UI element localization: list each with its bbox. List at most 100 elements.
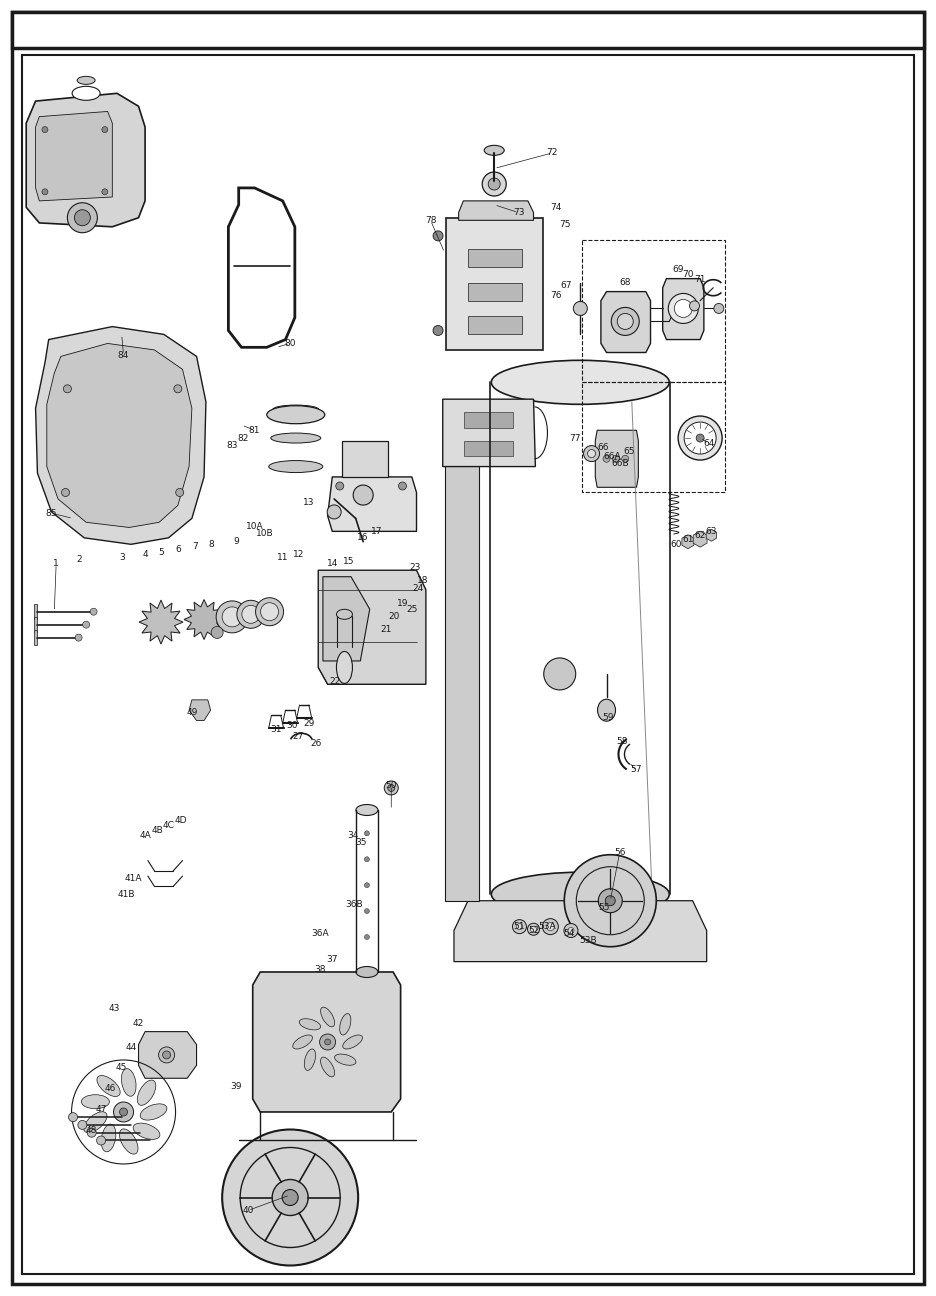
Polygon shape xyxy=(34,604,37,619)
Circle shape xyxy=(102,189,108,194)
Polygon shape xyxy=(454,901,707,962)
Text: 81: 81 xyxy=(249,426,260,434)
Text: 14: 14 xyxy=(327,560,338,568)
Circle shape xyxy=(364,883,370,888)
Polygon shape xyxy=(36,111,112,201)
Polygon shape xyxy=(342,441,388,477)
Polygon shape xyxy=(682,535,694,548)
Text: 41B: 41B xyxy=(118,890,135,898)
Circle shape xyxy=(336,482,344,490)
Circle shape xyxy=(542,919,559,934)
Circle shape xyxy=(272,1179,308,1216)
Ellipse shape xyxy=(72,87,100,100)
Text: 66B: 66B xyxy=(612,460,629,468)
Polygon shape xyxy=(328,477,417,531)
Circle shape xyxy=(489,178,500,191)
Circle shape xyxy=(64,385,71,393)
Circle shape xyxy=(617,314,634,329)
Circle shape xyxy=(237,600,265,629)
Text: 76: 76 xyxy=(550,292,562,299)
Circle shape xyxy=(78,1121,87,1129)
Ellipse shape xyxy=(133,1124,160,1139)
Circle shape xyxy=(433,325,443,336)
Circle shape xyxy=(328,505,341,518)
Text: 40: 40 xyxy=(242,1207,254,1214)
Text: 53B: 53B xyxy=(579,937,596,945)
Circle shape xyxy=(241,605,260,623)
Ellipse shape xyxy=(101,1124,116,1152)
Text: 26: 26 xyxy=(311,740,322,748)
Text: 2: 2 xyxy=(77,556,82,564)
Text: 61: 61 xyxy=(682,535,694,543)
Circle shape xyxy=(385,781,398,794)
Text: 60: 60 xyxy=(670,540,681,548)
Circle shape xyxy=(222,607,242,627)
Circle shape xyxy=(364,831,370,836)
Polygon shape xyxy=(139,600,183,644)
Text: 4D: 4D xyxy=(174,816,187,824)
Ellipse shape xyxy=(491,360,669,404)
Text: 25: 25 xyxy=(406,605,417,613)
Polygon shape xyxy=(139,1032,197,1078)
Text: 35: 35 xyxy=(356,839,367,846)
Circle shape xyxy=(588,450,595,457)
Text: 72: 72 xyxy=(547,149,558,157)
Circle shape xyxy=(612,455,620,463)
Circle shape xyxy=(482,172,506,196)
Circle shape xyxy=(67,202,97,233)
Text: 36A: 36A xyxy=(312,929,329,937)
Text: 12: 12 xyxy=(293,551,304,559)
Polygon shape xyxy=(595,430,638,487)
Text: 44: 44 xyxy=(125,1043,137,1051)
Circle shape xyxy=(256,597,284,626)
Text: 56: 56 xyxy=(614,849,625,857)
Polygon shape xyxy=(253,972,401,1112)
Text: 66: 66 xyxy=(597,443,608,451)
Circle shape xyxy=(120,1108,127,1116)
Text: 69: 69 xyxy=(672,266,683,273)
Ellipse shape xyxy=(83,1112,107,1133)
Circle shape xyxy=(583,446,600,461)
Text: 82: 82 xyxy=(238,434,249,442)
Text: 30: 30 xyxy=(286,722,298,730)
Text: 75: 75 xyxy=(560,220,571,228)
Circle shape xyxy=(564,855,656,946)
Circle shape xyxy=(176,489,183,496)
Circle shape xyxy=(42,189,48,194)
Ellipse shape xyxy=(122,1069,136,1096)
Text: 48: 48 xyxy=(86,1126,97,1134)
Circle shape xyxy=(260,603,279,621)
Polygon shape xyxy=(318,570,426,684)
Ellipse shape xyxy=(491,872,669,916)
Ellipse shape xyxy=(597,700,616,721)
Ellipse shape xyxy=(267,406,325,424)
Text: 39: 39 xyxy=(230,1082,241,1090)
Text: 22: 22 xyxy=(329,678,341,686)
Circle shape xyxy=(74,210,91,226)
Text: 34: 34 xyxy=(347,832,358,840)
Text: 38: 38 xyxy=(314,966,326,973)
Polygon shape xyxy=(445,460,479,901)
Circle shape xyxy=(513,920,526,933)
Text: 41A: 41A xyxy=(124,875,141,883)
Text: 31: 31 xyxy=(271,726,282,734)
Circle shape xyxy=(668,293,698,324)
Circle shape xyxy=(216,601,248,632)
Circle shape xyxy=(714,303,724,314)
Text: 68: 68 xyxy=(620,279,631,286)
Text: 74: 74 xyxy=(550,203,562,211)
Circle shape xyxy=(113,1102,134,1122)
Polygon shape xyxy=(601,292,651,353)
Ellipse shape xyxy=(321,1007,334,1026)
Ellipse shape xyxy=(484,145,505,156)
Ellipse shape xyxy=(97,1076,120,1096)
Text: 59: 59 xyxy=(603,714,614,722)
Text: 4A: 4A xyxy=(139,832,151,840)
Circle shape xyxy=(163,1051,170,1059)
Ellipse shape xyxy=(120,1129,138,1155)
Text: 42: 42 xyxy=(133,1020,144,1028)
Text: 55: 55 xyxy=(598,903,609,911)
Text: 50: 50 xyxy=(386,781,397,789)
Text: 45: 45 xyxy=(116,1064,127,1072)
Text: 58: 58 xyxy=(617,737,628,745)
